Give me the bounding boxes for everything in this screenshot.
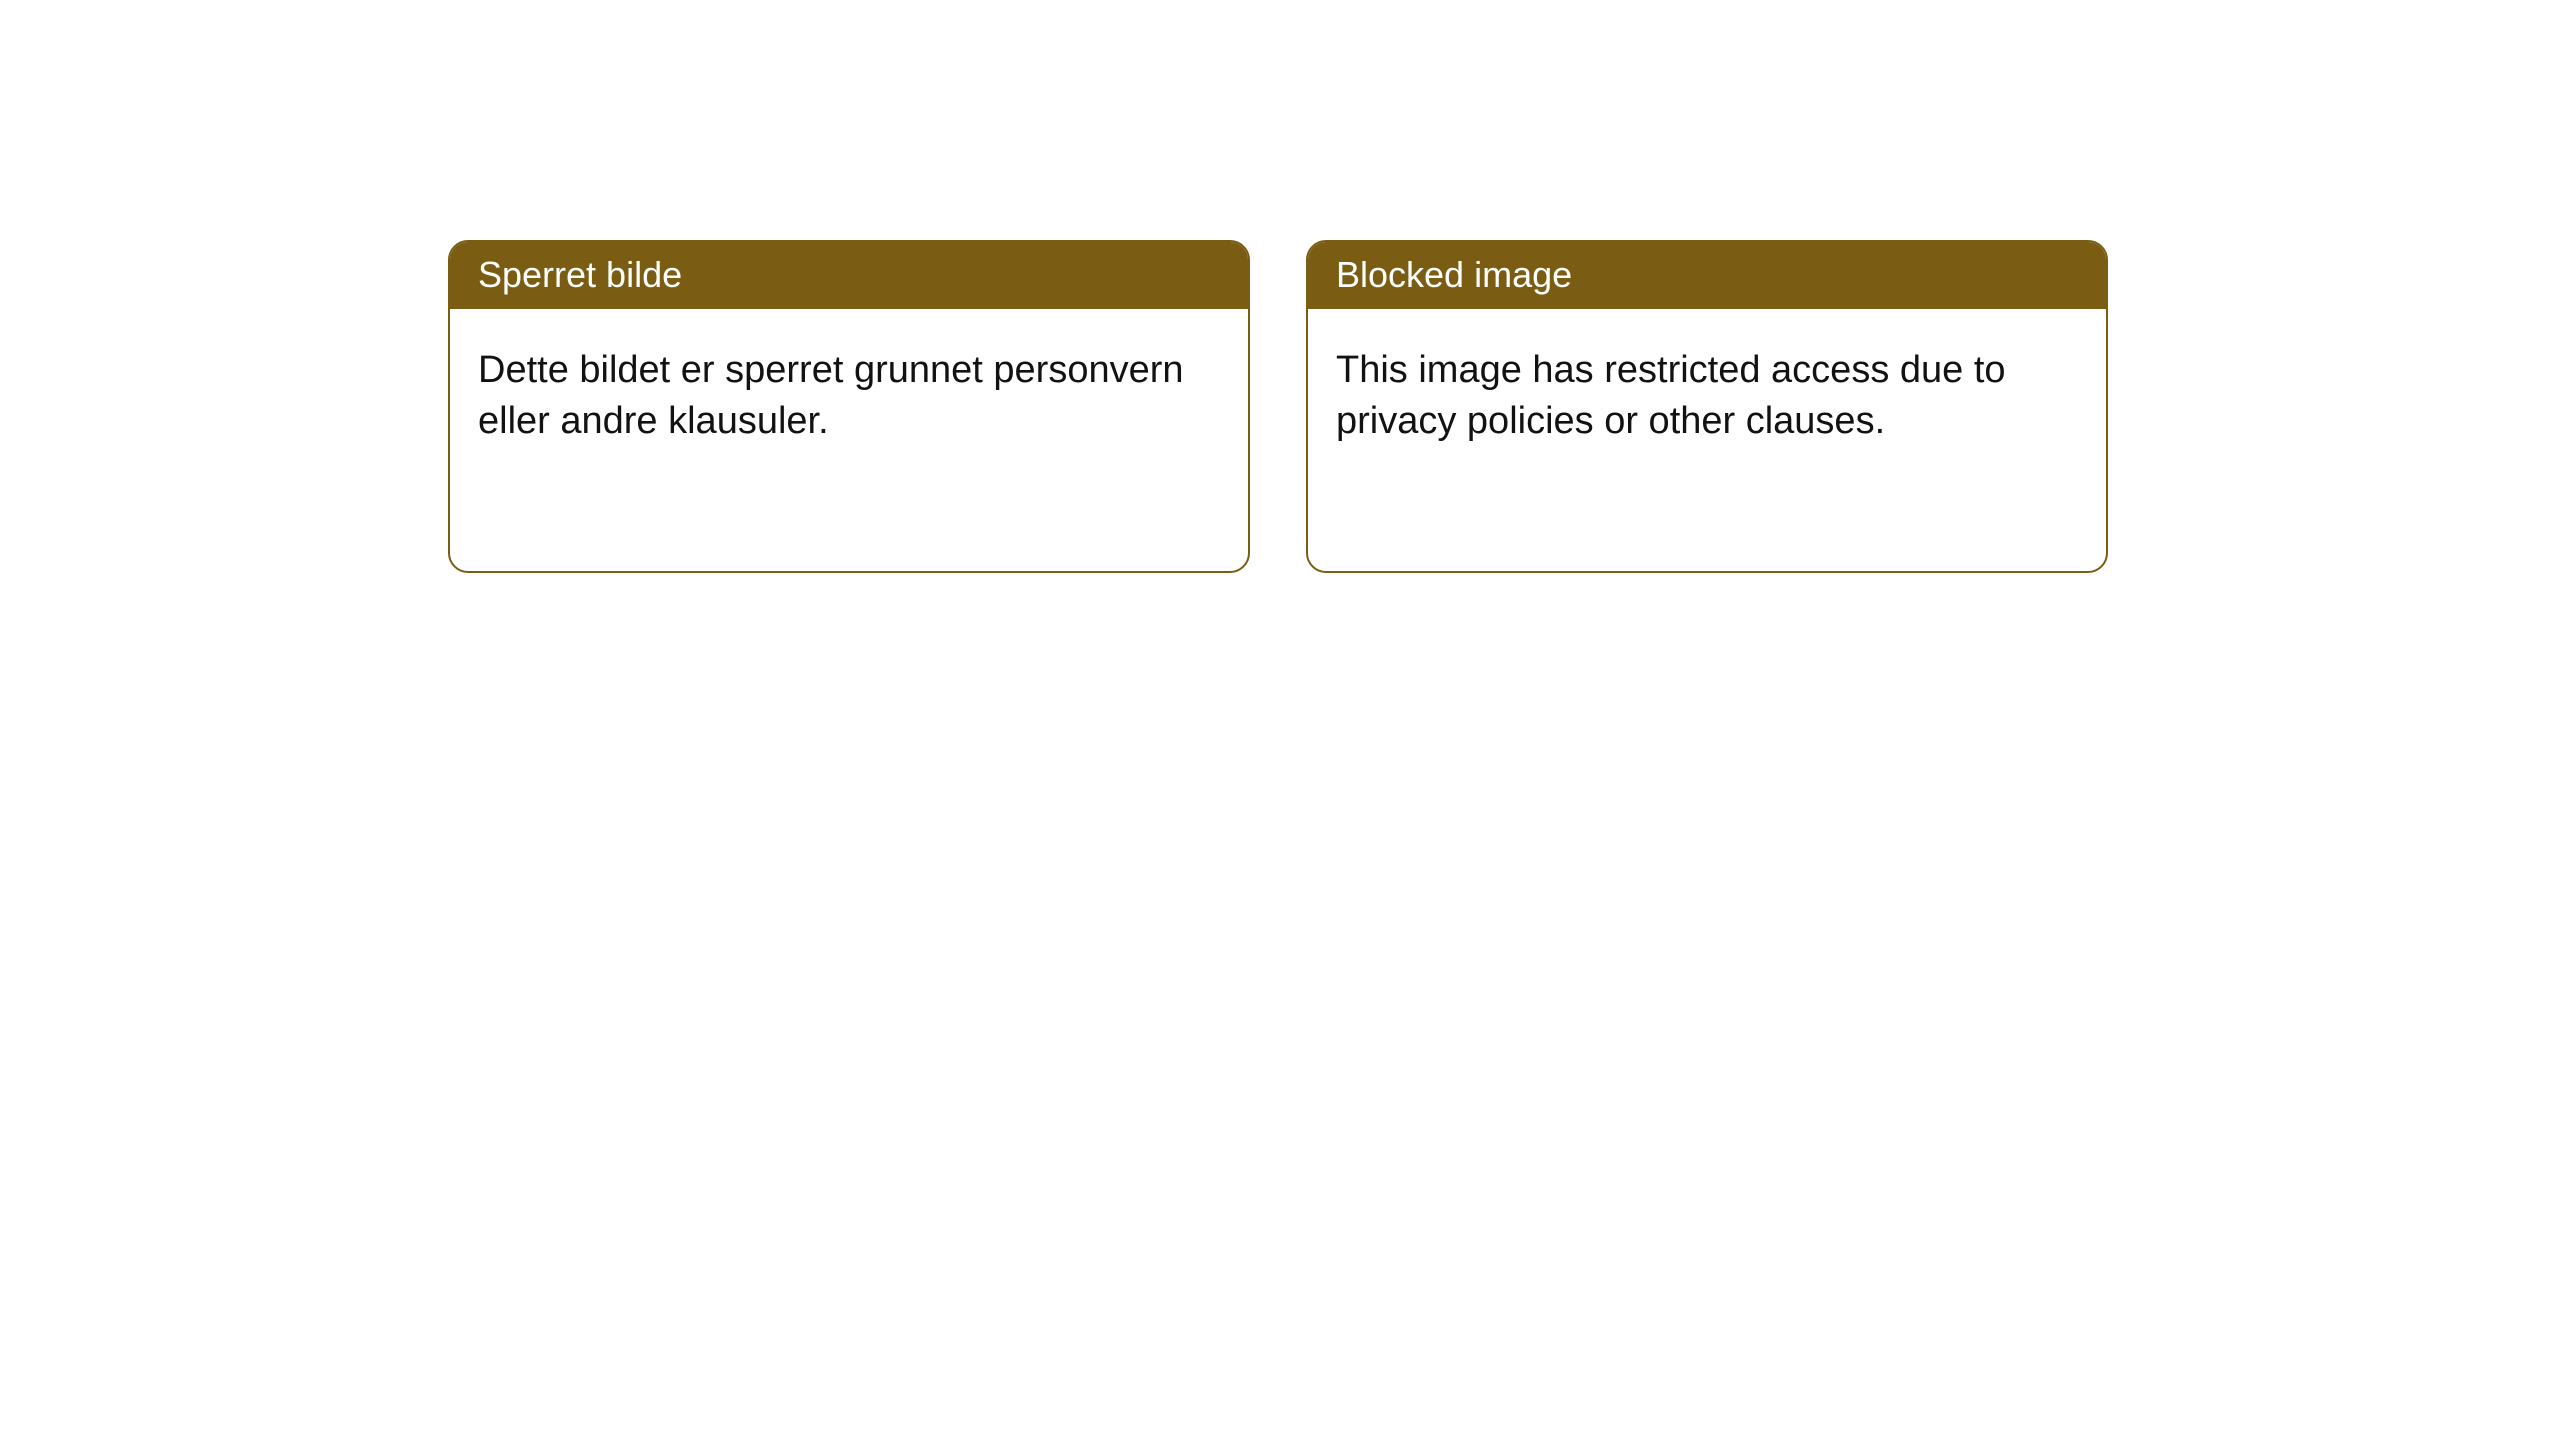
notice-body-norwegian: Dette bildet er sperret grunnet personve… bbox=[478, 345, 1220, 448]
notice-title-english: Blocked image bbox=[1308, 242, 2106, 309]
notice-body-english: This image has restricted access due to … bbox=[1336, 345, 2078, 448]
notice-card-norwegian: Sperret bilde Dette bildet er sperret gr… bbox=[448, 240, 1250, 573]
notice-body-english-wrapper: This image has restricted access due to … bbox=[1308, 309, 2106, 571]
notice-card-english: Blocked image This image has restricted … bbox=[1306, 240, 2108, 573]
notice-title-norwegian: Sperret bilde bbox=[450, 242, 1248, 309]
notice-body-norwegian-wrapper: Dette bildet er sperret grunnet personve… bbox=[450, 309, 1248, 571]
notice-cards-row: Sperret bilde Dette bildet er sperret gr… bbox=[0, 0, 2560, 573]
